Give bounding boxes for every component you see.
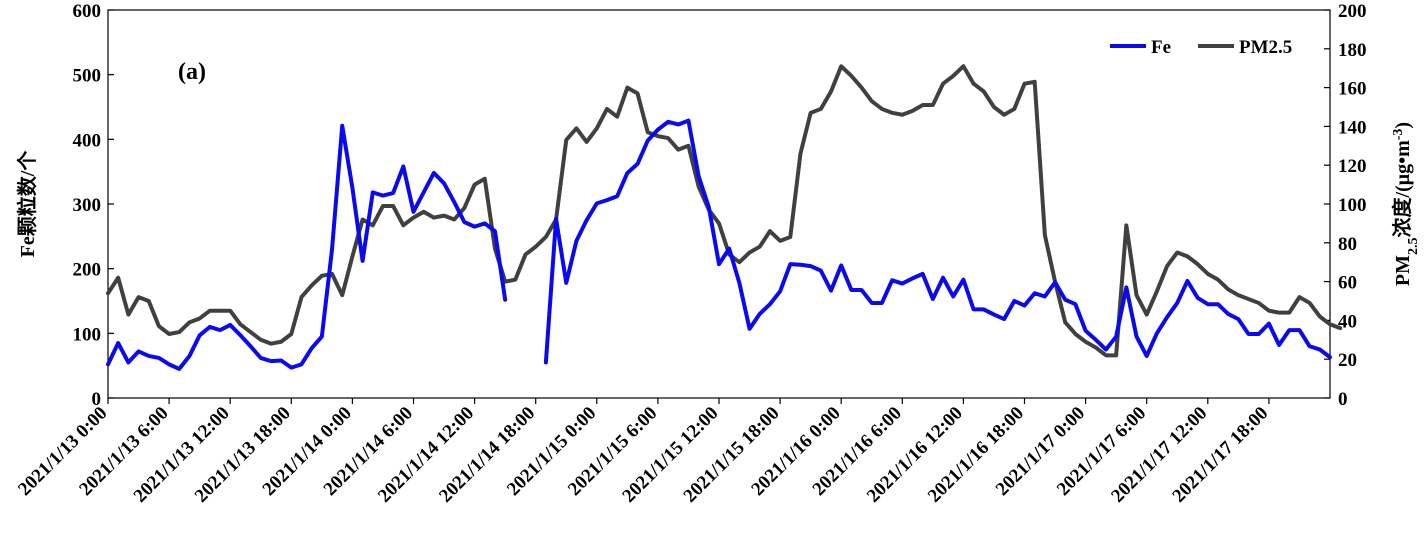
series-line-pm25: [106, 64, 1343, 358]
left-y-tick-label: 600: [73, 1, 102, 22]
left-y-tick-label: 100: [73, 324, 102, 345]
right-y-tick-label: 120: [1338, 156, 1367, 177]
right-y-tick-label: 80: [1338, 234, 1357, 255]
panel-label: (a): [178, 59, 206, 85]
left-y-tick-label: 400: [73, 130, 102, 151]
legend-label-pm25: PM2.5: [1239, 37, 1292, 58]
left-y-tick-label: 500: [73, 66, 102, 87]
left-axis-title: Fe颗粒数/个: [15, 150, 39, 258]
right-y-axis: 0 20 40 60 80 100 120 140 160 180 200: [1324, 1, 1367, 410]
right-axis-title-sub: 2.5: [1406, 237, 1421, 255]
series-line-fe: [106, 118, 1332, 371]
right-axis-title-sup: -3: [1391, 129, 1406, 141]
right-y-tick-label: 140: [1338, 117, 1367, 138]
right-y-tick-label: 60: [1338, 273, 1357, 294]
right-y-tick-label: 40: [1338, 311, 1357, 332]
right-axis-title-unit: 浓度/(μg•m: [1390, 140, 1414, 238]
right-y-tick-label: 160: [1338, 79, 1367, 100]
right-axis-title-pm: PM: [1392, 255, 1414, 286]
left-y-tick-label: 300: [73, 195, 102, 216]
left-y-axis: 0 100 200 300 400 500 600: [73, 1, 114, 410]
legend-label-fe: Fe: [1151, 37, 1171, 58]
right-y-tick-label: 100: [1338, 195, 1367, 216]
right-y-tick-label: 0: [1338, 389, 1348, 410]
right-y-tick-label: 180: [1338, 40, 1367, 61]
right-axis-title-close: ): [1392, 122, 1414, 129]
right-axis-title: PM2.5浓度/(μg•m-3): [1390, 122, 1421, 286]
right-y-tick-label: 200: [1338, 1, 1367, 22]
legend: Fe PM2.5: [1110, 37, 1292, 58]
right-y-tick-label: 20: [1338, 350, 1357, 371]
left-y-tick-label: 0: [92, 389, 102, 410]
series-lines: [106, 64, 1343, 371]
plot-frame: [107, 9, 1331, 399]
left-y-tick-label: 200: [73, 260, 102, 281]
